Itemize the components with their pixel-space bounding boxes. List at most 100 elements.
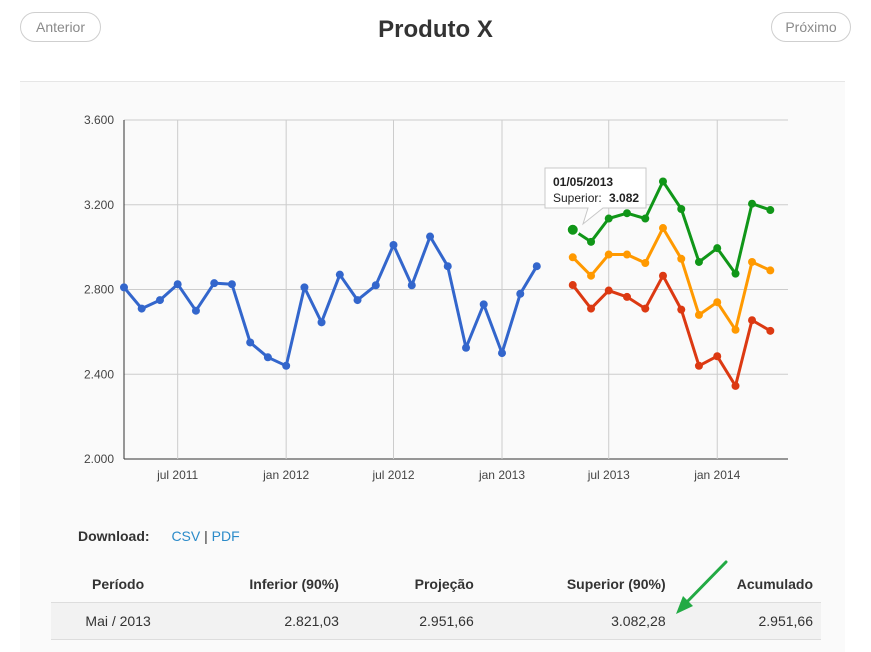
y-tick-label: 3.200 <box>84 198 114 212</box>
data-point <box>210 279 219 288</box>
data-point <box>191 306 200 315</box>
chart-tooltip: 01/05/2013 Superior: 3.082 <box>544 167 647 226</box>
table-row: Mai / 2013 2.821,03 2.951,66 3.082,28 2.… <box>51 602 821 640</box>
data-point <box>694 310 703 319</box>
data-point <box>497 349 506 358</box>
data-point <box>137 304 146 313</box>
data-point <box>623 292 632 301</box>
data-point <box>353 296 362 305</box>
data-point <box>748 257 757 266</box>
data-point <box>766 326 775 335</box>
data-point <box>731 269 740 278</box>
data-point <box>623 250 632 259</box>
data-point <box>389 241 398 250</box>
data-point <box>731 381 740 390</box>
content-panel <box>20 81 845 652</box>
header-cumulative: Acumulado <box>736 576 813 592</box>
download-bar: Download: CSV | PDF <box>78 528 240 544</box>
data-point <box>766 206 775 215</box>
series-line-projection <box>571 226 771 332</box>
x-tick-label: jul 2012 <box>371 468 414 482</box>
data-point <box>282 361 291 370</box>
x-tick-label: jul 2013 <box>587 468 630 482</box>
data-point <box>462 343 471 352</box>
data-point <box>713 298 722 307</box>
data-point <box>173 280 182 289</box>
data-point <box>263 353 272 362</box>
data-point <box>246 338 255 347</box>
download-separator: | <box>204 528 208 544</box>
data-point <box>713 244 722 253</box>
page-title: Produto X <box>378 16 493 43</box>
data-point <box>120 283 128 292</box>
y-tick-label: 2.000 <box>84 452 114 466</box>
data-point-hovered <box>565 222 580 237</box>
data-point <box>623 209 632 218</box>
data-point <box>748 316 757 325</box>
cell-lower: 2.821,03 <box>185 602 347 640</box>
data-point <box>677 254 686 263</box>
data-point <box>694 257 703 266</box>
data-point <box>658 271 667 280</box>
series-line-lower <box>571 274 772 388</box>
data-point <box>766 266 775 275</box>
data-point <box>587 271 596 280</box>
table-header-row: Período Inferior (90%) Projeção Superior… <box>51 566 821 603</box>
series-line-upper <box>571 179 771 276</box>
data-point <box>317 318 326 327</box>
chart-gridlines <box>123 119 788 460</box>
pdf-download-link[interactable]: PDF <box>211 528 240 544</box>
data-point <box>641 214 650 223</box>
data-point <box>748 199 757 208</box>
tooltip-series-label: Superior: <box>553 191 602 205</box>
data-point <box>641 304 650 313</box>
chart-series <box>120 177 775 390</box>
x-tick-label: jan 2014 <box>693 468 740 482</box>
data-point <box>713 352 722 361</box>
previous-button[interactable]: Anterior <box>20 12 101 42</box>
chart-axis-ticks: 2.000 2.400 2.800 3.200 3.600 jul 2011 jan 201… <box>84 113 741 482</box>
cell-period: Mai / 2013 <box>51 602 186 640</box>
data-point <box>604 286 613 295</box>
data-point <box>587 304 596 313</box>
series-line-history <box>122 235 539 368</box>
data-point <box>604 250 613 259</box>
data-point <box>677 204 686 213</box>
cell-projection: 2.951,66 <box>346 602 482 640</box>
data-point <box>300 283 309 292</box>
y-tick-label: 2.800 <box>84 283 114 297</box>
header-projection: Projeção <box>414 576 474 592</box>
tooltip-value: 3.082 <box>609 191 639 205</box>
header-upper: Superior (90%) <box>566 576 666 592</box>
tooltip-box <box>544 167 647 226</box>
data-point <box>658 224 667 233</box>
data-point <box>532 262 541 271</box>
data-point <box>568 253 577 262</box>
data-point <box>587 237 596 246</box>
data-point <box>371 281 380 290</box>
tooltip-value-line: Superior: 3.082 <box>553 191 639 205</box>
data-point <box>731 325 740 334</box>
projection-table: Período Inferior (90%) Projeção Superior… <box>51 566 821 640</box>
data-point <box>641 259 650 268</box>
cell-upper: 3.082,28 <box>481 602 674 640</box>
data-point <box>443 262 452 271</box>
tooltip-date: 01/05/2013 <box>553 175 613 189</box>
data-point <box>658 177 667 186</box>
y-tick-label: 2.400 <box>84 367 114 381</box>
header-lower: Inferior (90%) <box>249 576 339 592</box>
data-point <box>407 281 416 290</box>
data-point <box>604 214 613 223</box>
data-point <box>155 296 164 305</box>
data-point <box>227 280 236 289</box>
x-tick-label: jan 2012 <box>262 468 309 482</box>
next-button[interactable]: Próximo <box>771 12 851 42</box>
cell-cumulative: 2.951,66 <box>673 602 821 640</box>
csv-download-link[interactable]: CSV <box>171 528 201 544</box>
data-point <box>568 281 577 290</box>
x-tick-label: jul 2011 <box>156 468 198 482</box>
header-period: Período <box>92 576 145 592</box>
data-point <box>426 232 435 241</box>
data-point <box>335 270 344 279</box>
projection-line-chart: 2.000 2.400 2.800 3.200 3.600 jul 2011 jan 201… <box>84 113 788 482</box>
